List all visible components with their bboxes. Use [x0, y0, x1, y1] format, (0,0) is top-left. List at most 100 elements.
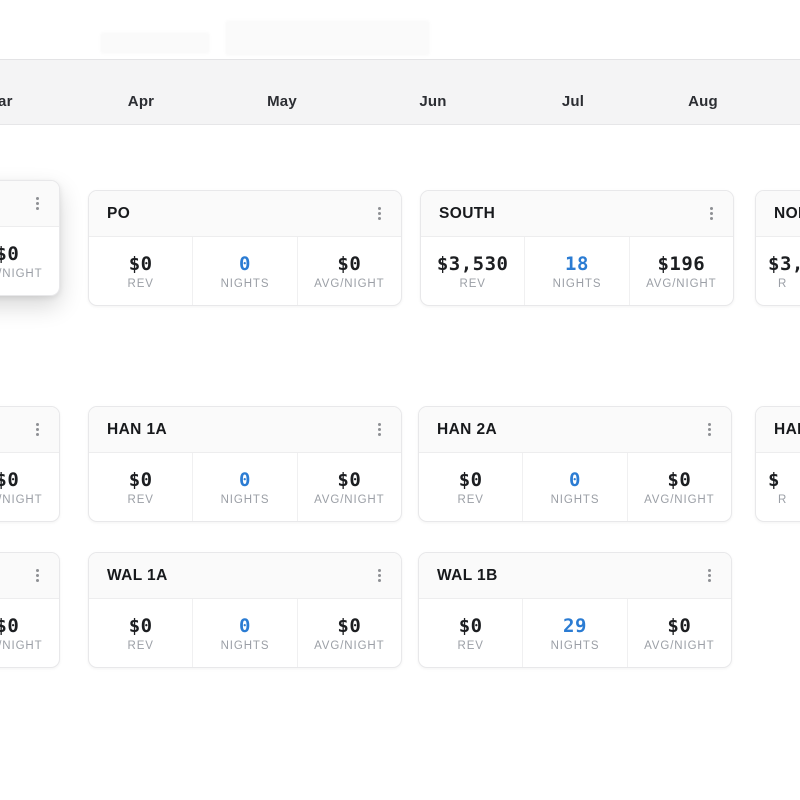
stat-rev: $3, R	[756, 237, 800, 305]
nights-value: 29	[563, 614, 587, 637]
kebab-menu-icon[interactable]	[32, 419, 43, 440]
month-label-jun[interactable]: Jun	[419, 93, 447, 110]
property-card-clipped-left-row3[interactable]: $0 AVG/NIGHT	[0, 552, 60, 668]
month-label-jul[interactable]: Jul	[561, 93, 585, 110]
avg-value: $0	[0, 614, 20, 637]
faded-artifact	[225, 20, 430, 56]
property-name: NOR	[774, 204, 800, 222]
kebab-menu-icon[interactable]	[32, 193, 43, 214]
avg-value: $0	[667, 468, 692, 491]
stat-rev: $0 REV	[89, 599, 192, 667]
stat-rev: $0 REV	[89, 453, 192, 521]
card-stats: $0 REV 0 NIGHTS $0 AVG/NIGHT	[419, 453, 731, 521]
card-stats: $0 REV 0 NIGHTS $0 AVG/NIGHT	[89, 453, 401, 521]
rev-value: $0	[128, 252, 153, 275]
property-name: HAN 1A	[107, 420, 168, 438]
stat-avg-night: $0 AVG/NIGHT	[0, 227, 59, 295]
stat-nights: 0 NIGHTS	[192, 453, 296, 521]
avg-label: AVG/NIGHT	[646, 277, 717, 290]
avg-value: $196	[657, 252, 706, 275]
rev-label: REV	[457, 493, 484, 506]
card-header: SOUTH	[421, 191, 733, 237]
nights-value: 0	[239, 468, 251, 491]
property-name: SOUTH	[439, 204, 496, 222]
stat-avg-night: $0 AVG/NIGHT	[626, 453, 731, 521]
kebab-menu-icon[interactable]	[32, 565, 43, 586]
property-card-clipped-right-row1[interactable]: NOR $3, R	[755, 190, 800, 306]
rev-value: $3,530	[436, 252, 509, 275]
month-label-apr[interactable]: Apr	[127, 93, 155, 110]
month-label-may[interactable]: May	[267, 93, 297, 110]
card-header: WAL 1B	[419, 553, 731, 599]
avg-value: $0	[337, 252, 362, 275]
avg-label: AVG/NIGHT	[314, 639, 385, 652]
rev-value: $0	[458, 468, 483, 491]
stat-nights: 0 NIGHTS	[522, 453, 626, 521]
month-timeline-bar[interactable]: Mar Apr May Jun Jul Aug	[0, 59, 800, 125]
card-stats: $ R	[756, 453, 800, 521]
rev-value: $3,	[768, 252, 800, 275]
stat-rev: $ R	[756, 453, 800, 521]
stat-nights: 29 NIGHTS	[522, 599, 626, 667]
stat-avg-night: $0 AVG/NIGHT	[0, 599, 59, 667]
avg-label: AVG/NIGHT	[0, 493, 43, 506]
rev-label: REV	[459, 277, 486, 290]
property-card-wal-1a[interactable]: WAL 1A $0 REV 0 NIGHTS $0 AVG/NIGHT	[88, 552, 402, 668]
stat-avg-night: $0 AVG/NIGHT	[296, 237, 401, 305]
month-label-aug[interactable]: Aug	[688, 93, 718, 110]
avg-value: $0	[0, 468, 20, 491]
stat-rev: $0 REV	[89, 237, 192, 305]
nights-value: 0	[239, 252, 251, 275]
nights-value: 0	[569, 468, 581, 491]
stat-rev: $0 REV	[419, 599, 522, 667]
rev-label: REV	[127, 277, 154, 290]
property-name: HAN 2A	[437, 420, 498, 438]
faded-artifact	[100, 32, 210, 54]
card-stats: $0 REV 0 NIGHTS $0 AVG/NIGHT	[89, 599, 401, 667]
property-card-clipped-left-row2[interactable]: $0 AVG/NIGHT	[0, 406, 60, 522]
property-card-han-1a[interactable]: HAN 1A $0 REV 0 NIGHTS $0 AVG/NIGHT	[88, 406, 402, 522]
nights-label: NIGHTS	[550, 493, 600, 506]
stat-nights: 0 NIGHTS	[192, 599, 296, 667]
card-header: HAN 2A	[419, 407, 731, 453]
property-card-south[interactable]: SOUTH $3,530 REV 18 NIGHTS $196 AVG/NIGH…	[420, 190, 734, 306]
card-stats: $0 AVG/NIGHT	[0, 599, 59, 667]
kebab-menu-icon[interactable]	[374, 565, 385, 586]
rev-label: REV	[457, 639, 484, 652]
kebab-menu-icon[interactable]	[374, 419, 385, 440]
nights-value: 18	[565, 252, 589, 275]
avg-label: AVG/NIGHT	[644, 493, 715, 506]
nights-value: 0	[239, 614, 251, 637]
stat-avg-night: $196 AVG/NIGHT	[628, 237, 733, 305]
card-stats: $3,530 REV 18 NIGHTS $196 AVG/NIGHT	[421, 237, 733, 305]
card-stats: $0 REV 29 NIGHTS $0 AVG/NIGHT	[419, 599, 731, 667]
avg-value: $0	[337, 614, 362, 637]
nights-label: NIGHTS	[552, 277, 602, 290]
avg-label: AVG/NIGHT	[0, 639, 43, 652]
stat-avg-night: $0 AVG/NIGHT	[0, 453, 59, 521]
kebab-menu-icon[interactable]	[704, 419, 715, 440]
card-header: PO	[89, 191, 401, 237]
property-name: WAL 1A	[107, 566, 168, 584]
card-header: WAL 1A	[89, 553, 401, 599]
month-label-mar[interactable]: Mar	[0, 93, 13, 110]
kebab-menu-icon[interactable]	[374, 203, 385, 224]
avg-value: $0	[337, 468, 362, 491]
avg-label: AVG/NIGHT	[0, 267, 43, 280]
card-header	[0, 181, 59, 227]
nights-label: NIGHTS	[220, 493, 270, 506]
rev-label: REV	[127, 493, 154, 506]
property-card-wal-1b[interactable]: WAL 1B $0 REV 29 NIGHTS $0 AVG/NIGHT	[418, 552, 732, 668]
rev-value: $0	[128, 468, 153, 491]
kebab-menu-icon[interactable]	[706, 203, 717, 224]
card-header: HAN	[756, 407, 800, 453]
property-card-clipped-right-row2[interactable]: HAN $ R	[755, 406, 800, 522]
property-name: PO	[107, 204, 131, 222]
property-card-han-2a[interactable]: HAN 2A $0 REV 0 NIGHTS $0 AVG/NIGHT	[418, 406, 732, 522]
rev-label: REV	[127, 639, 154, 652]
stat-rev: $3,530 REV	[421, 237, 524, 305]
card-stats: $3, R	[756, 237, 800, 305]
property-card-clipped-left-row1[interactable]: $0 AVG/NIGHT	[0, 180, 60, 296]
kebab-menu-icon[interactable]	[704, 565, 715, 586]
property-card-po[interactable]: PO $0 REV 0 NIGHTS $0 AVG/NIGHT	[88, 190, 402, 306]
